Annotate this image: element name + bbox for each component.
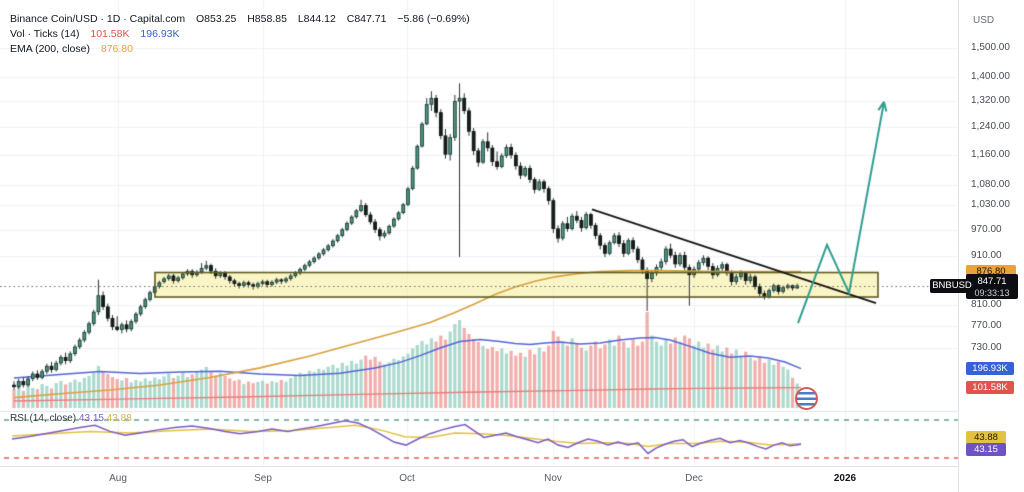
price-tick-label: 970.00 (971, 223, 1002, 235)
symbol-tag: BNBUSD (930, 278, 974, 293)
capital-logo-watermark (795, 387, 818, 410)
price-axis[interactable]: USD 1,500.00 1,400.00 1,320.00 1,240.00 1,16… (958, 0, 1024, 492)
price-tick-label: 1,080.00 (971, 178, 1010, 190)
time-tick-label: 2026 (833, 473, 857, 484)
volume-ma-blue-badge: 196.93K (966, 361, 1014, 375)
symbol-title[interactable]: Binance Coin/USD · 1D · Capital.com (10, 13, 186, 25)
ohlc-close: C847.71 (346, 13, 387, 25)
volume-value-blue: 196.93K (140, 28, 180, 40)
bar-countdown: 09:33:13 (974, 287, 1010, 298)
currency-label: USD (973, 15, 995, 26)
time-tick-label: Sep (254, 473, 272, 484)
price-tick-label: 810.00 (971, 298, 1002, 310)
price-change: −5.86 (−0.69%) (397, 13, 470, 25)
price-tick-label: 1,320.00 (971, 95, 1010, 107)
price-tick-label: 770.00 (971, 319, 1002, 331)
ema-indicator-label[interactable]: EMA (200, close) (10, 43, 90, 55)
time-tick-label: Nov (544, 473, 562, 484)
rsi-indicator-label[interactable]: RSI (14, close) (10, 413, 77, 424)
ohlc-high: H858.85 (247, 13, 287, 25)
time-tick-label: Aug (109, 473, 127, 484)
last-price-value: 847.71 (977, 275, 1007, 287)
price-tick-label: 1,400.00 (971, 70, 1010, 82)
time-tick-label: Oct (399, 473, 415, 484)
rsi-value-main: 43.15 (78, 413, 104, 424)
price-tick-label: 1,030.00 (971, 198, 1010, 210)
rsi-ma-badge: 43.88 (966, 430, 1006, 444)
price-tick-label: 1,500.00 (971, 42, 1010, 53)
price-tick-label: 1,240.00 (971, 121, 1010, 133)
volume-indicator-label[interactable]: Vol · Ticks (14) (10, 28, 80, 40)
price-tick-label: 1,160.00 (971, 149, 1010, 161)
time-axis[interactable]: Aug Sep Oct Nov Dec 2026 (0, 466, 958, 492)
last-price-badge: 847.71 09:33:13 (966, 273, 1018, 299)
price-tick-label: 730.00 (971, 342, 1002, 353)
price-tick-label: 910.00 (971, 250, 1002, 262)
ohlc-open: O853.25 (196, 13, 237, 25)
rsi-value-ma: 43.88 (106, 413, 132, 424)
volume-ma-red-badge: 101.58K (966, 380, 1014, 394)
ohlc-low: L844.12 (297, 13, 336, 25)
rsi-value-badge: 43.15 (966, 443, 1006, 457)
rsi-legend: RSI (14, close) 43.15 43.88 (10, 413, 132, 424)
ema-value: 876.80 (100, 43, 133, 55)
volume-value-red: 101.58K (90, 28, 130, 40)
time-tick-label: Dec (685, 473, 703, 484)
chart-legend: Binance Coin/USD · 1D · Capital.com O853… (10, 12, 470, 57)
